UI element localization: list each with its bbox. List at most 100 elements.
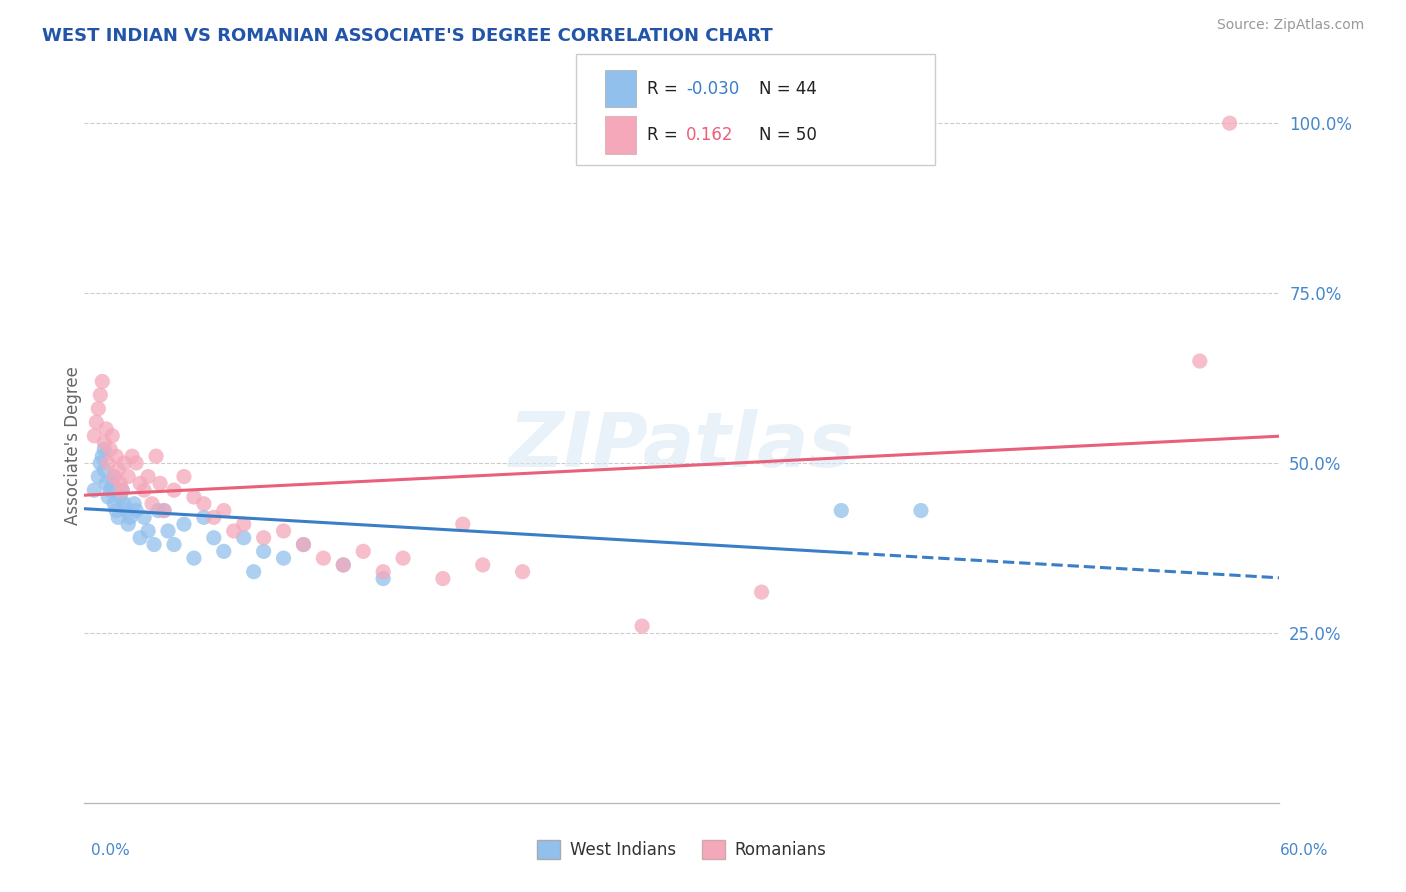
Point [193,497,215,511]
Point [153,503,176,517]
Point [87,401,110,416]
Point [86,415,108,429]
Point [145,449,167,463]
Text: WEST INDIAN VS ROMANIAN ASSOCIATE'S DEGREE CORRELATION CHART: WEST INDIAN VS ROMANIAN ASSOCIATE'S DEGR… [42,27,773,45]
Point [132,510,156,524]
Point [110,476,132,491]
Text: 0.0%: 0.0% [91,843,131,858]
Point [112,456,135,470]
Point [89,456,111,470]
Point [93,442,115,457]
Point [83,483,105,498]
Point [352,544,374,558]
Text: N = 44: N = 44 [759,79,817,98]
Point [96,422,118,436]
Point [97,490,120,504]
Point [631,619,654,633]
Point [153,503,176,517]
Point [96,476,118,491]
Point [115,503,138,517]
Point [273,551,295,566]
Point [212,544,235,558]
Text: Source: ZipAtlas.com: Source: ZipAtlas.com [1216,18,1364,32]
Point [98,442,121,457]
Point [751,585,773,599]
Point [292,537,315,551]
Point [111,483,134,498]
Point [103,497,125,511]
Point [122,497,145,511]
Point [83,429,105,443]
Point [253,531,276,545]
Point [132,483,156,498]
Point [117,469,139,483]
Point [292,537,315,551]
Text: 60.0%: 60.0% [1281,843,1329,858]
Point [143,537,166,551]
Point [202,510,225,524]
Point [105,449,128,463]
Text: R =: R = [647,79,683,98]
Point [512,565,534,579]
Point [117,517,139,532]
Point [332,558,354,572]
Point [107,510,129,524]
Point [93,463,115,477]
Point [120,510,142,524]
Point [471,558,494,572]
Point [136,524,159,538]
Point [173,469,195,483]
Point [202,531,225,545]
Point [111,483,134,498]
Legend: West Indians, Romanians: West Indians, Romanians [530,833,834,866]
Point [93,435,115,450]
Point [1219,116,1241,130]
Point [222,524,245,538]
Point [101,476,124,491]
Point [373,572,395,586]
Point [91,449,114,463]
Point [212,503,235,517]
Point [451,517,474,532]
Point [232,531,254,545]
Point [103,469,125,483]
Point [232,517,254,532]
Point [149,476,172,491]
Point [392,551,415,566]
Point [373,565,395,579]
Point [97,456,120,470]
Point [125,456,148,470]
Point [163,483,186,498]
Y-axis label: Associate's Degree: Associate's Degree [65,367,82,525]
Point [110,490,132,504]
Point [183,551,205,566]
Point [830,503,852,517]
Point [273,524,295,538]
Point [910,503,932,517]
Point [146,503,169,517]
Point [183,490,205,504]
Point [242,565,264,579]
Point [87,469,110,483]
Text: N = 50: N = 50 [759,126,817,144]
Point [193,510,215,524]
Point [312,551,335,566]
Text: 0.162: 0.162 [686,126,734,144]
Point [107,463,129,477]
Point [101,429,124,443]
Point [141,497,163,511]
Point [253,544,276,558]
Point [136,469,159,483]
Point [121,449,143,463]
Text: -0.030: -0.030 [686,79,740,98]
Point [91,375,114,389]
Point [432,572,454,586]
Point [103,469,125,483]
Point [332,558,354,572]
Text: R =: R = [647,126,688,144]
Point [105,503,128,517]
Point [157,524,180,538]
Point [89,388,111,402]
Point [125,503,148,517]
Point [112,497,135,511]
